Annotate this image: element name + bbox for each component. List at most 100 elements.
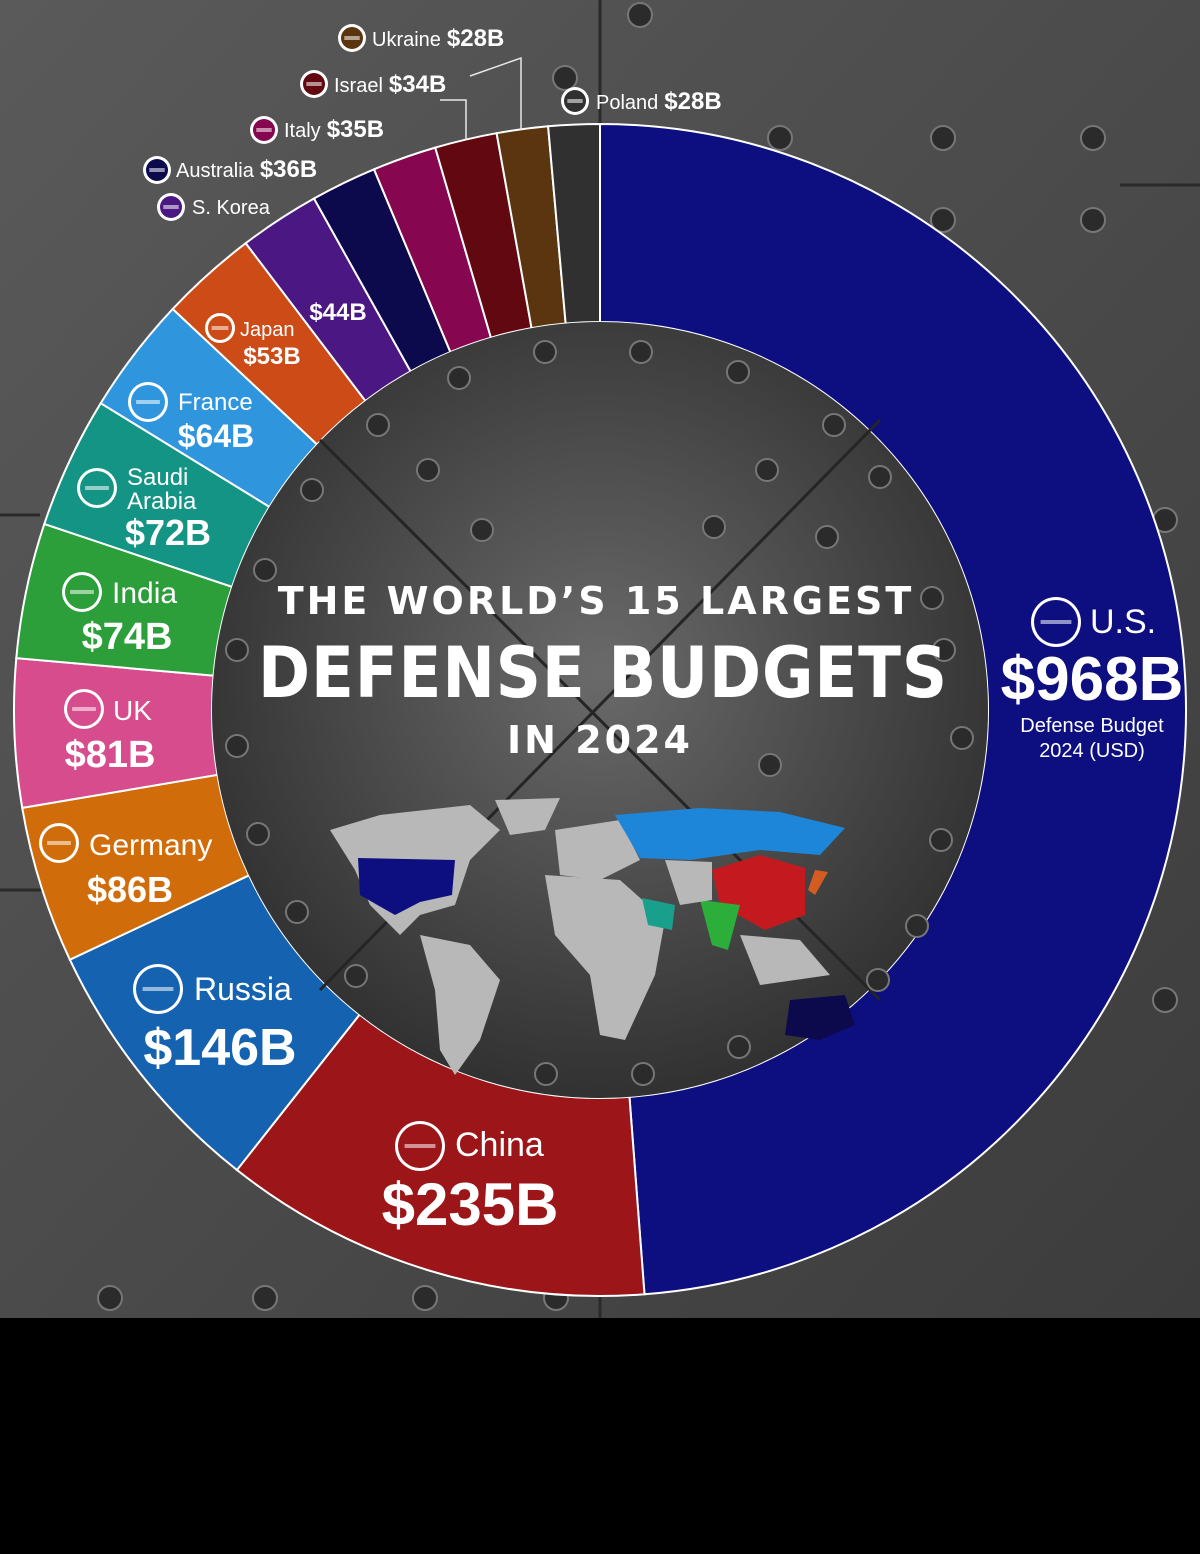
label-israel-name: Israel (334, 75, 383, 97)
rivet (726, 360, 750, 384)
south-america-shape (420, 935, 500, 1075)
rivet (866, 968, 890, 992)
label-s-korea-value: $44B (309, 299, 366, 326)
label-india-value: $74B (82, 616, 173, 658)
rivet (950, 726, 974, 750)
rivet (225, 734, 249, 758)
background-seams (0, 0, 1200, 1318)
russia-flag-icon (133, 964, 183, 1014)
title-line1: THE WORLD’S 15 LARGEST (278, 579, 915, 623)
rivet (533, 340, 557, 364)
uk-flag-icon (64, 689, 104, 729)
rivet (252, 1285, 278, 1311)
rivet (905, 914, 929, 938)
rivet (447, 366, 471, 390)
australia-flag-icon (143, 156, 171, 184)
rivet (344, 964, 368, 988)
label-australia-value: $36B (260, 156, 317, 183)
italy-flag-icon (250, 116, 278, 144)
rivet (627, 2, 653, 28)
rivet (932, 638, 956, 662)
rivet (822, 413, 846, 437)
rivet (767, 125, 793, 151)
greenland-shape (495, 798, 560, 835)
rivet (300, 478, 324, 502)
rivet (366, 413, 390, 437)
label-saudi-arabia-name-line1: Saudi (127, 464, 188, 491)
us-flag-icon (1031, 597, 1081, 647)
label-china-value: $235B (382, 1171, 559, 1238)
label-saudi-arabia-name-line2: Arabia (127, 488, 197, 515)
chart-title: THE WORLD’S 15 LARGEST DEFENSE BUDGETS I… (258, 579, 948, 762)
label-ukraine-value: $28B (447, 25, 504, 52)
label-s-korea-name: S. Korea (192, 197, 271, 219)
label-china-name: China (455, 1126, 544, 1164)
donut-segments (13, 122, 1188, 1297)
rivet (758, 753, 782, 777)
label-italy-value: $35B (327, 116, 384, 143)
label-poland-name: Poland (596, 92, 658, 114)
label-australia-name: Australia (176, 160, 255, 182)
rivet (1152, 987, 1178, 1013)
label-u-s-note-line2: 2024 (USD) (1039, 740, 1145, 762)
rivet (225, 638, 249, 662)
rivet (815, 525, 839, 549)
label-france-value: $64B (178, 418, 255, 454)
rivet (412, 1285, 438, 1311)
label-russia-name: Russia (194, 971, 292, 1007)
asia-rest-shape (665, 860, 830, 985)
label-saudi-arabia-value: $72B (125, 512, 211, 553)
label-leader-lines (440, 56, 522, 140)
label-italy-name: Italy (284, 120, 321, 142)
label-u-s-value: $968B (1001, 645, 1184, 714)
rivet (930, 207, 956, 233)
label-u-s-note-line1: Defense Budget (1020, 715, 1164, 737)
label-france-name: France (178, 389, 253, 416)
india-shape (700, 900, 740, 950)
label-poland-value: $28B (664, 88, 721, 115)
label-uk-value: $81B (65, 734, 156, 776)
title-line3: IN 2024 (507, 718, 693, 762)
label-israel-value: $34B (389, 71, 446, 98)
label-japan-name: Japan (240, 319, 295, 341)
rivet (727, 1035, 751, 1059)
label-russia-value: $146B (143, 1019, 296, 1077)
russia-shape (615, 808, 845, 860)
label-india-name: India (112, 577, 177, 610)
rivet (631, 1062, 655, 1086)
rivet (629, 340, 653, 364)
world-map (330, 798, 855, 1075)
japan-flag-icon (205, 313, 235, 343)
india-flag-icon (62, 572, 102, 612)
label-uk-name: UK (113, 695, 152, 726)
plate-rivets (225, 340, 974, 1086)
ukraine-flag-icon (338, 24, 366, 52)
rivet (929, 828, 953, 852)
label-ukraine-name: Ukraine (372, 29, 441, 51)
france-flag-icon (128, 382, 168, 422)
saudi-shape (642, 898, 675, 930)
rivet (470, 518, 494, 542)
usa-shape (358, 858, 455, 915)
rivet (702, 515, 726, 539)
label-u-s-name: U.S. (1090, 603, 1156, 641)
africa-shape (545, 875, 665, 1040)
rivet (755, 458, 779, 482)
korea-flag-icon (157, 193, 185, 221)
rivet (97, 1285, 123, 1311)
rivet (920, 586, 944, 610)
rivet (1080, 207, 1106, 233)
china-flag-icon (395, 1121, 445, 1171)
japan-shape (808, 870, 828, 895)
europe-shape (555, 820, 640, 880)
poland-flag-icon (561, 87, 589, 115)
rivet (868, 465, 892, 489)
label-japan-value: $53B (243, 343, 300, 370)
rivet (1080, 125, 1106, 151)
rivet (285, 900, 309, 924)
rivet (534, 1062, 558, 1086)
title-line2: DEFENSE BUDGETS (258, 632, 948, 714)
label-germany-value: $86B (87, 869, 173, 910)
